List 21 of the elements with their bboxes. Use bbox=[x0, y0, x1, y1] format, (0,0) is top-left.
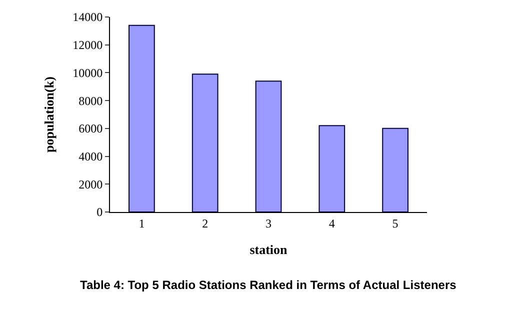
y-tick-label: 10000 bbox=[72, 66, 103, 80]
bar bbox=[128, 24, 155, 212]
x-tick-label: 4 bbox=[328, 216, 335, 230]
x-tick-label: 5 bbox=[392, 216, 398, 230]
y-tick-label: 0 bbox=[96, 205, 103, 220]
x-tick-label: 3 bbox=[266, 216, 272, 230]
bar bbox=[255, 80, 282, 212]
y-tick-label: 8000 bbox=[78, 94, 103, 108]
x-tick-label: 2 bbox=[202, 216, 208, 230]
y-tick-label: 6000 bbox=[78, 122, 103, 136]
y-tick-label: 2000 bbox=[78, 177, 103, 192]
bar bbox=[382, 128, 408, 212]
caption: Table 4: Top 5 Radio Stations Ranked in Terms of Actual Listeners bbox=[80, 278, 457, 292]
x-axis-title: station bbox=[250, 242, 288, 257]
bar bbox=[192, 74, 218, 212]
x-tick-label: 1 bbox=[138, 216, 145, 230]
bar bbox=[318, 125, 346, 212]
y-tick-label: 12000 bbox=[72, 38, 103, 52]
y-tick-label: 14000 bbox=[72, 10, 103, 24]
y-tick-label: 4000 bbox=[78, 149, 103, 164]
y-axis-title: population(k) bbox=[42, 76, 57, 152]
